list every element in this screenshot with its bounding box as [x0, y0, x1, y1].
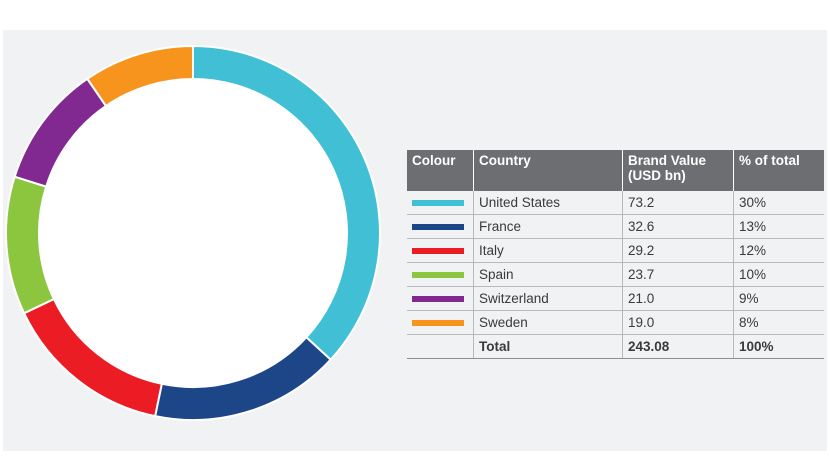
legend-percent: 8%	[733, 310, 824, 335]
legend-country: United States	[473, 191, 623, 215]
legend-header-row: Colour Country Brand Value (USD bn) % of…	[407, 150, 824, 191]
chart-panel: Colour Country Brand Value (USD bn) % of…	[3, 30, 827, 451]
legend-percent: 13%	[733, 214, 824, 239]
header-colour: Colour	[407, 150, 474, 191]
legend-row: France 32.6 13%	[407, 214, 824, 239]
legend-total-label: Total	[473, 334, 623, 359]
legend-row: Spain 23.7 10%	[407, 262, 824, 287]
legend-table: Colour Country Brand Value (USD bn) % of…	[407, 150, 824, 359]
legend-colour-cell	[407, 214, 474, 239]
legend-country: Spain	[473, 262, 623, 287]
legend-swatch	[412, 248, 464, 255]
legend-country: France	[473, 214, 623, 239]
legend-colour-cell	[407, 238, 474, 263]
legend-country: Sweden	[473, 310, 623, 335]
header-brand-value: Brand Value (USD bn)	[622, 150, 734, 191]
header-country: Country	[473, 150, 623, 191]
legend-swatch	[412, 272, 464, 279]
legend-total-blank	[407, 334, 474, 359]
legend-country: Italy	[473, 238, 623, 263]
donut-slice-sweden	[85, 44, 194, 108]
legend-total-value: 243.08	[622, 334, 734, 359]
legend-colour-cell	[407, 310, 474, 335]
legend-colour-cell	[407, 262, 474, 287]
legend-country: Switzerland	[473, 286, 623, 311]
legend-row: Sweden 19.0 8%	[407, 310, 824, 335]
legend-total-row: Total 243.08 100%	[407, 334, 824, 359]
header-percent-of-total: % of total	[733, 150, 824, 191]
legend-brand-value: 73.2	[622, 191, 734, 215]
legend-colour-cell	[407, 191, 474, 215]
legend-brand-value: 21.0	[622, 286, 734, 311]
legend-percent: 10%	[733, 262, 824, 287]
legend-percent: 9%	[733, 286, 824, 311]
legend-brand-value: 32.6	[622, 214, 734, 239]
legend-brand-value: 19.0	[622, 310, 734, 335]
legend-brand-value: 23.7	[622, 262, 734, 287]
legend-row: United States 73.2 30%	[407, 191, 824, 215]
legend-percent: 12%	[733, 238, 824, 263]
legend-swatch	[412, 224, 464, 231]
donut-chart	[5, 44, 381, 421]
legend-swatch	[412, 200, 464, 207]
legend-row: Switzerland 21.0 9%	[407, 286, 824, 311]
legend-percent: 30%	[733, 191, 824, 215]
legend-body: United States 73.2 30% France 32.6 13% Italy 29…	[407, 191, 824, 359]
legend-colour-cell	[407, 286, 474, 311]
legend-swatch	[412, 296, 464, 303]
legend-total-percent: 100%	[733, 334, 824, 359]
donut-hole	[40, 80, 346, 386]
legend-row: Italy 29.2 12%	[407, 238, 824, 263]
legend-swatch	[412, 320, 464, 327]
legend-brand-value: 29.2	[622, 238, 734, 263]
